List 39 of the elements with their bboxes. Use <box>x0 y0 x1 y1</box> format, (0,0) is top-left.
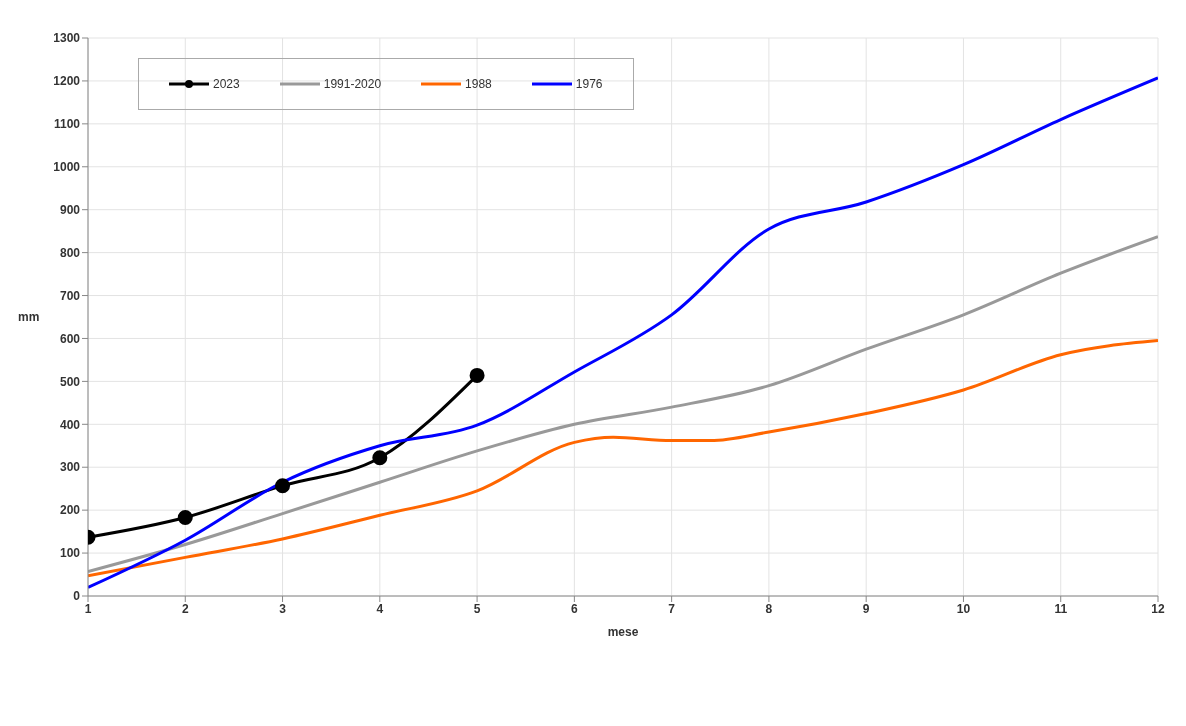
legend-label: 1988 <box>465 77 492 91</box>
x-tick-label: 4 <box>376 601 384 616</box>
x-tick-label: 6 <box>571 601 579 616</box>
line-series <box>88 339 1158 578</box>
x-tick-label: 12 <box>1151 601 1165 616</box>
y-tick-label: 0 <box>73 589 81 604</box>
y-tick-label: 200 <box>59 503 81 518</box>
legend-label: 2023 <box>213 77 240 91</box>
y-tick-label: 500 <box>59 374 81 389</box>
x-axis-title: mese <box>607 625 639 639</box>
line-series <box>88 76 1158 589</box>
point <box>177 509 193 525</box>
y-tick-label: 700 <box>59 288 81 303</box>
x-tick-label: 9 <box>862 601 870 616</box>
y-tick-label: 1000 <box>53 160 81 175</box>
point <box>275 478 291 494</box>
y-tick-label: 400 <box>59 417 81 432</box>
y-tick-label: 1200 <box>53 74 81 89</box>
y-tick-label: 900 <box>59 202 81 217</box>
y-axis-title: mm <box>18 310 40 325</box>
x-tick-label: 10 <box>956 601 971 616</box>
line-series <box>88 235 1158 574</box>
x-tick-label: 1 <box>84 601 92 616</box>
y-tick-label: 100 <box>59 546 81 561</box>
x-tick-label: 3 <box>279 601 287 616</box>
legend-label: 1976 <box>575 77 603 91</box>
x-tick-label: 11 <box>1054 601 1068 616</box>
y-tick-label: 300 <box>59 460 81 475</box>
y-tick-label: 600 <box>59 331 81 346</box>
y-tick-label: 1300 <box>53 31 81 46</box>
y-tick-label: 800 <box>59 245 81 260</box>
x-tick-label: 8 <box>765 601 773 616</box>
x-tick-label: 7 <box>668 601 676 616</box>
point <box>469 367 485 383</box>
x-tick-label: 2 <box>181 601 189 616</box>
x-tick-label: 5 <box>473 601 481 616</box>
y-tick-label: 1100 <box>53 117 81 132</box>
legend-label: 1991-2020 <box>323 77 382 91</box>
point <box>372 450 388 466</box>
